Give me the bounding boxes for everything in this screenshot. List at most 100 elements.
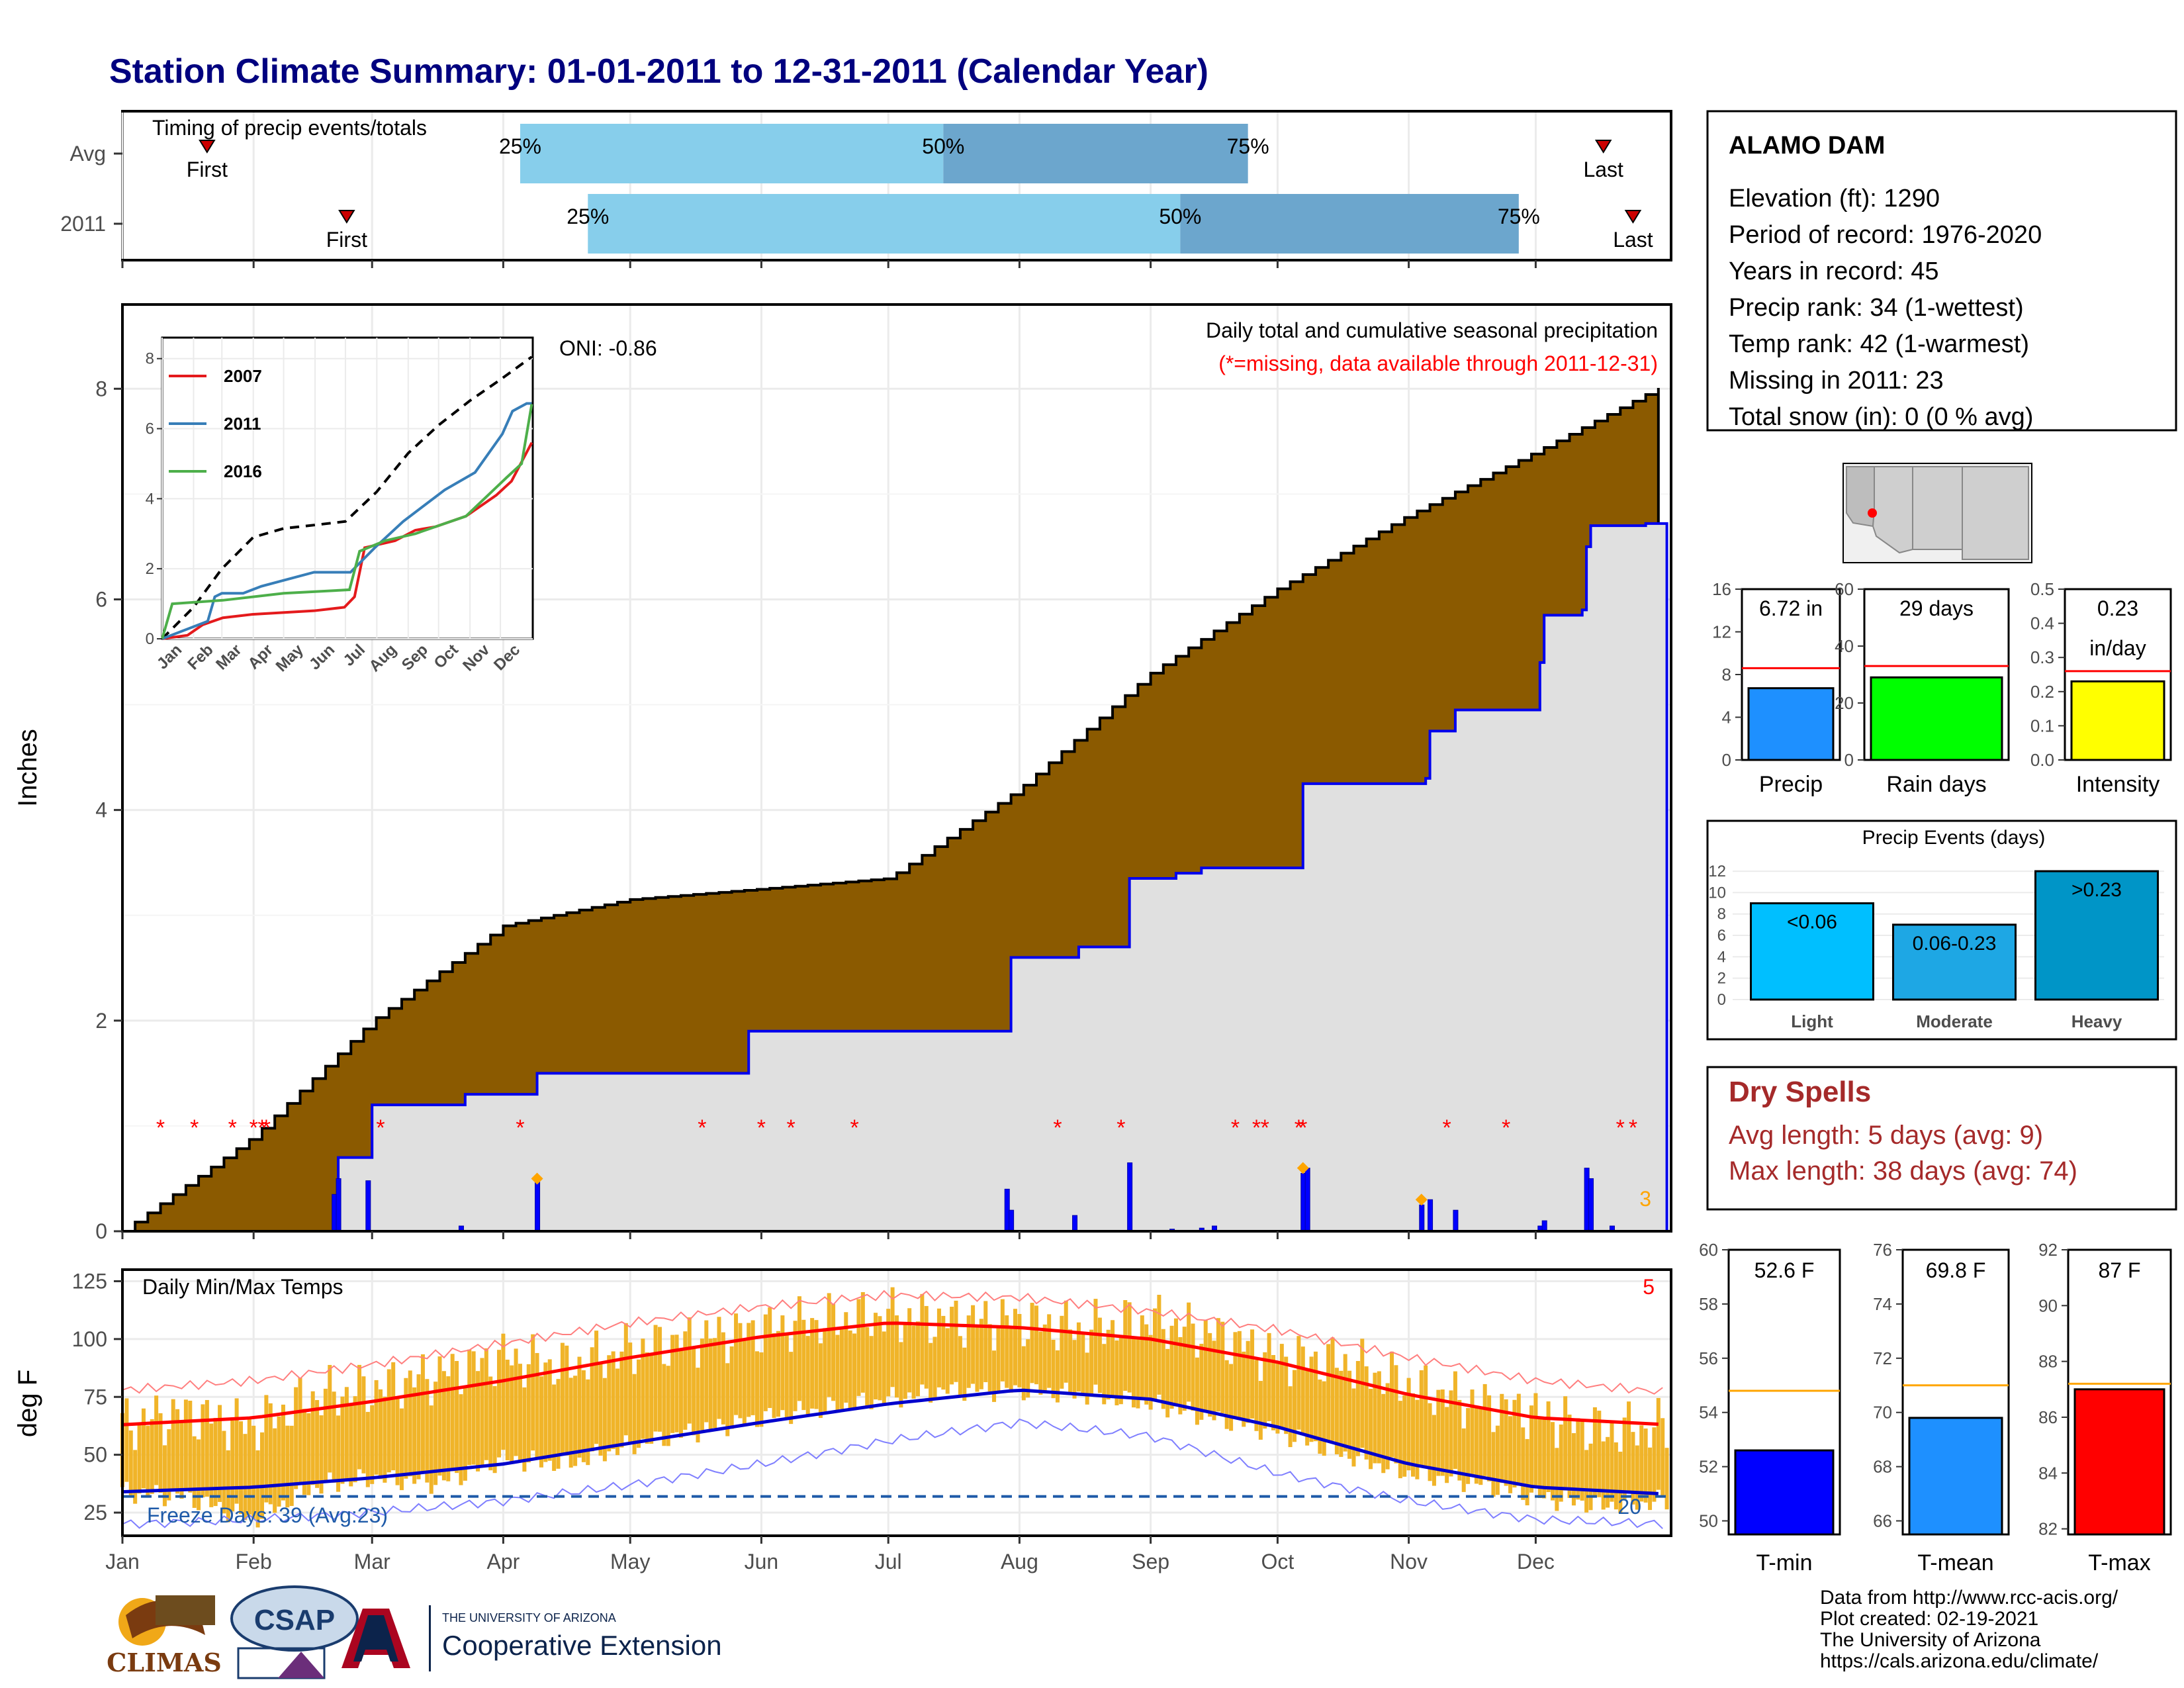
- summary-bar-name: Intensity: [2076, 772, 2160, 797]
- timing-first-marker: [199, 140, 216, 154]
- station-info-box: ALAMO DAM Elevation (ft): 1290 Period of …: [1706, 110, 2177, 432]
- daily-temp-bar: [1250, 1329, 1255, 1419]
- daily-temp-bar: [645, 1352, 649, 1444]
- daily-temp-bar: [273, 1428, 277, 1513]
- daily-temp-bar: [1132, 1337, 1136, 1408]
- missing-day-marker: *: [257, 1115, 266, 1141]
- daily-temp-bar: [738, 1323, 743, 1419]
- daily-temp-bar: [1292, 1370, 1297, 1442]
- timing-bar-50-75: [943, 124, 1248, 183]
- events-category-label: Heavy: [2071, 1011, 2122, 1031]
- daily-temp-bar: [1081, 1332, 1085, 1396]
- daily-temp-bar: [751, 1320, 755, 1415]
- daily-temp-bar: [590, 1347, 594, 1452]
- daily-temp-bar: [179, 1420, 184, 1499]
- daily-temp-bar: [1432, 1415, 1436, 1486]
- daily-temp-bar: [1064, 1300, 1068, 1383]
- summary-ytick-label: 12: [1712, 622, 1731, 642]
- missing-day-marker: *: [1252, 1115, 1261, 1141]
- daily-temp-bar: [611, 1351, 615, 1449]
- temp-summary-ytick-label: 72: [1873, 1348, 1892, 1368]
- avg-max-line: [122, 1321, 1659, 1427]
- daily-temp-bar: [526, 1364, 531, 1463]
- csap-text: CSAP: [254, 1604, 335, 1636]
- daily-precip-bar: [1304, 1168, 1310, 1232]
- daily-temp-bar: [1034, 1305, 1038, 1385]
- missing-day-marker: *: [850, 1115, 858, 1141]
- daily-temp-bar: [1597, 1411, 1602, 1497]
- daily-temp-bar: [789, 1352, 794, 1425]
- events-ytick-label: 6: [1717, 927, 1726, 945]
- daily-temp-bar: [1030, 1303, 1034, 1383]
- temp-summary-ytick-label: 50: [1699, 1511, 1718, 1531]
- temp-summary-bars: 52.6 F 50 52 54 56 58 60 T-min 69.8 F 66 68 70 72 74 7…: [1699, 1240, 2172, 1575]
- temp-summary-value-label: 52.6 F: [1754, 1258, 1815, 1282]
- daily-temp-bar: [1173, 1318, 1178, 1407]
- daily-temp-bar: [835, 1335, 840, 1413]
- daily-temp-bar: [1115, 1340, 1119, 1405]
- daily-temp-bar: [975, 1325, 979, 1392]
- daily-temp-bar: [1542, 1417, 1547, 1499]
- daily-temp-bar: [992, 1350, 997, 1402]
- daily-temp-bar: [1529, 1405, 1534, 1493]
- daily-temp-bar: [920, 1293, 925, 1385]
- daily-temp-bar: [298, 1378, 302, 1484]
- timing-first-marker: [338, 210, 355, 224]
- dry-spells-title: Dry Spells: [1729, 1076, 1871, 1108]
- missing-day-marker: *: [1231, 1115, 1240, 1141]
- daily-temp-bar: [1127, 1302, 1132, 1393]
- inset-legend-label: 2007: [224, 366, 262, 386]
- daily-temp-bar: [1318, 1380, 1322, 1454]
- inset-average-line: [161, 355, 533, 640]
- daily-temp-bar: [954, 1300, 958, 1382]
- daily-temp-bar: [565, 1345, 569, 1456]
- events-ytick-label: 8: [1717, 906, 1726, 923]
- inset-ytick-label: 6: [146, 420, 154, 438]
- daily-temp-bar: [844, 1312, 848, 1403]
- daily-temp-bar: [1390, 1351, 1394, 1458]
- timing-row-label: Avg: [69, 142, 106, 165]
- daily-temp-bar: [814, 1320, 819, 1409]
- daily-temp-bar: [755, 1351, 760, 1427]
- timing-q75-label: 75%: [1498, 205, 1540, 228]
- events-ytick-label: 12: [1708, 863, 1726, 880]
- daily-temp-bar: [471, 1351, 476, 1465]
- daily-precip-bar: [1428, 1199, 1433, 1232]
- summary-value-label: 6.72 in: [1759, 596, 1823, 620]
- daily-temp-bar: [1233, 1332, 1238, 1419]
- daily-temp-bar: [459, 1394, 463, 1485]
- daily-precip-bar: [1541, 1220, 1547, 1232]
- inset-ytick-label: 8: [146, 350, 154, 368]
- daily-temp-bar: [450, 1354, 455, 1472]
- daily-temp-bar: [1013, 1309, 1018, 1385]
- summary-ytick-label: 0: [1844, 750, 1854, 770]
- daily-temp-bar: [1470, 1389, 1475, 1477]
- missing-day-marker: *: [787, 1115, 796, 1141]
- daily-temp-bar: [653, 1325, 658, 1432]
- timing-bar-25-50: [588, 194, 1181, 254]
- daily-temp-bar: [1512, 1399, 1517, 1488]
- daily-temp-bar: [137, 1423, 142, 1494]
- daily-temp-bar: [492, 1385, 497, 1474]
- summary-bars: 6.72 in 0 4 8 12 16 Precip 29 days 0 20 40 60 Rain d…: [1712, 579, 2172, 797]
- daily-temp-bar: [281, 1404, 285, 1501]
- daily-temp-bar: [1178, 1336, 1183, 1415]
- daily-temp-bar: [1242, 1351, 1246, 1427]
- avg-day-marker: [531, 1172, 543, 1185]
- timing-first-label: First: [326, 228, 367, 252]
- daily-temp-bar: [183, 1399, 188, 1491]
- daily-temp-bar: [1275, 1362, 1280, 1434]
- inset-legend-label: 2016: [224, 461, 262, 481]
- daily-temp-bar: [1525, 1438, 1529, 1506]
- station-info-line: Total snow (in): 0 (0 % avg): [1729, 403, 2033, 431]
- station-info-line: Elevation (ft): 1290: [1729, 185, 1940, 212]
- daily-temp-bar: [979, 1319, 983, 1389]
- summary-ytick-label: 0.5: [2030, 579, 2054, 599]
- summary-ytick-label: 40: [1835, 636, 1854, 656]
- daily-temp-bar: [1487, 1395, 1492, 1481]
- daily-temp-bar: [966, 1315, 971, 1388]
- inset-legend-label: 2011: [224, 414, 261, 434]
- avg-min-line: [122, 1388, 1659, 1495]
- daily-temp-bar: [158, 1413, 163, 1493]
- summary-bar-name: Precip: [1759, 772, 1823, 797]
